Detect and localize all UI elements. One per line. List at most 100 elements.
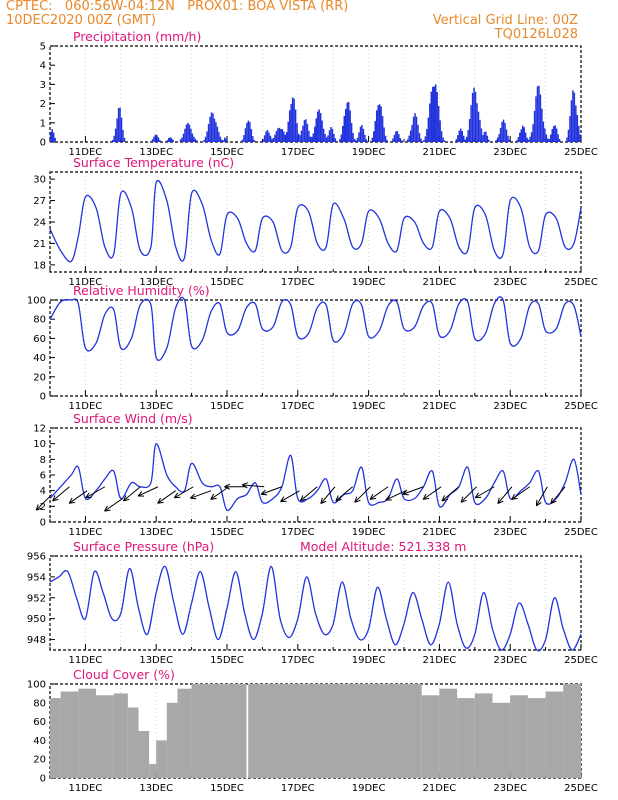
y-tick-label: 0 [40,392,46,403]
cloud-bar [191,684,247,778]
y-tick-label: 21 [33,239,46,250]
panel-title: Cloud Cover (%) [73,667,175,682]
wind-arrow-head [511,497,518,500]
precip-bar [415,116,418,142]
precip-bar [286,131,288,142]
precip-bar [535,96,537,142]
precip-bar [243,135,245,142]
precip-bar [181,137,183,142]
wind-arrow-head [460,496,464,503]
precip-bar [342,125,344,142]
precip-bar [311,136,313,142]
precip-bar [420,138,422,142]
precip-bar [440,131,443,142]
wind-arrow-head [224,483,231,488]
precip-bar [206,131,208,142]
y-tick-label: 0 [40,518,46,529]
precip-bar [364,134,366,142]
y-tick-label: 100 [27,680,46,691]
wind-arrow-head [497,497,500,504]
y-tick-label: 3 [40,80,46,91]
precip-bar [123,137,126,142]
precip-bar [266,130,269,142]
precip-bar [291,97,294,142]
x-tick-label: 19DEC [352,783,386,794]
y-tick-label: 5 [40,42,46,53]
wind-arrow-shaft [280,490,300,503]
wind-arrow-shaft [123,486,141,502]
wind-arrow [104,498,123,512]
y-tick-label: 2 [40,502,46,513]
precip-bar [327,135,329,142]
precip-bar [536,86,539,142]
precip-bar [520,129,522,142]
precip-bar [339,139,341,142]
wind-arrow [335,486,353,502]
wind-arrow-shaft [174,486,194,499]
precip-bar [471,92,474,142]
precip-bar [361,125,363,142]
x-tick-label: 15DEC [210,783,244,794]
wind-arrow-shaft [402,486,424,495]
wind-arrow [369,486,389,500]
precip-bar [467,130,469,142]
wind-arrow-shaft [460,486,477,503]
precip-bar [321,120,323,142]
precip-bar [406,139,409,142]
precip-bar [283,131,285,142]
precip-bar [423,139,425,142]
x-tick-label: 19DEC [352,527,386,538]
wind-arrow-head [69,501,76,504]
x-tick-label: 19DEC [352,277,386,288]
precip-bar [166,140,168,142]
x-tick-label: 17DEC [281,401,315,412]
y-tick-label: 12 [33,424,46,435]
precip-bar [392,138,394,142]
precip-bar [51,129,53,142]
precip-bar [305,119,307,142]
precip-bar [576,114,579,142]
wind-arrow-shaft [261,486,283,495]
precip-bar [499,128,502,142]
wind-arrow-head [369,493,374,500]
panel-title: Relative Humidity (%) [73,283,210,298]
precip-bar [436,92,438,142]
wind-arrow [173,486,194,499]
x-tick-label: 23DEC [493,147,527,158]
wind-arrow [224,483,247,490]
panel-title: Surface Temperature (nC) [73,155,234,170]
precip-bar [293,98,295,142]
wind-arrow-shaft [550,486,566,504]
precip-bar [458,130,461,142]
panel-title: Precipitation (mm/h) [73,29,201,44]
precip-bar [210,112,213,142]
cloud-bar [138,731,150,778]
x-tick-label: 11DEC [69,147,103,158]
wind-arrow-head [300,498,307,502]
precip-bar [314,126,316,142]
x-tick-label: 19DEC [352,655,386,666]
x-tick-label: 23DEC [493,401,527,412]
wind-arrow [210,486,230,500]
y-tick-label: 4 [40,486,46,497]
wind-arrow [511,486,530,500]
precip-bar [151,139,154,142]
precip-bar [343,115,345,142]
precip-bar [488,139,490,142]
cloud-bar [156,740,167,778]
precip-bar [356,137,359,142]
precip-bar [122,130,124,142]
precip-bar [530,132,533,142]
x-tick-label: 21DEC [423,277,457,288]
precip-bar [480,128,483,142]
y-tick-label: 40 [33,736,46,747]
precip-bar [473,87,475,142]
wind-arrow-shaft [441,486,460,502]
x-tick-label: 21DEC [423,783,457,794]
precip-bar [203,139,205,142]
y-tick-label: 80 [33,315,46,326]
precip-bar [434,84,437,142]
precip-bar [355,140,357,142]
x-tick-label: 21DEC [423,527,457,538]
precip-bar [418,133,421,142]
